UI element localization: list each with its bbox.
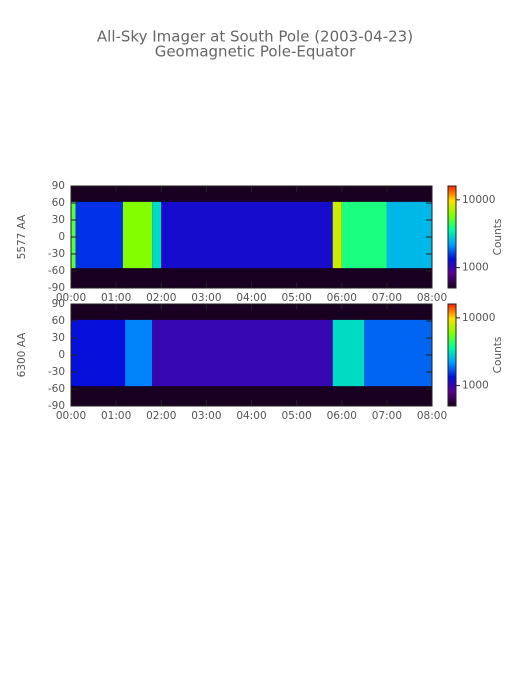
x-tick-label: 07:00: [372, 410, 402, 422]
x-tick-label: 00:00: [56, 292, 86, 304]
x-tick-label: 02:00: [146, 292, 176, 304]
x-tick-label: 02:00: [146, 410, 176, 422]
colorbar: [447, 185, 457, 289]
colorbar-tick-label: 10000: [462, 194, 495, 206]
heat-cell: [152, 319, 333, 387]
colorbar-tick-label: 10000: [462, 312, 495, 324]
y-tick-label: 90: [52, 180, 65, 192]
heat-cell: [161, 201, 333, 269]
x-tick-label: 03:00: [191, 410, 221, 422]
y-tick-label: -60: [48, 383, 65, 395]
y-tick-label: 30: [52, 332, 65, 344]
x-tick-label: 03:00: [191, 292, 221, 304]
y-tick-label: -30: [48, 366, 65, 378]
y-axis-label: 6300 AA: [16, 332, 28, 378]
y-tick-label: 60: [52, 315, 65, 327]
colorbar: [447, 303, 457, 407]
y-tick-label: 0: [58, 349, 65, 361]
heat-cell: [341, 201, 387, 269]
x-tick-label: 07:00: [372, 292, 402, 304]
y-tick-label: -90: [48, 282, 65, 294]
x-tick-label: 08:00: [417, 410, 447, 422]
heat-cell: [71, 201, 76, 269]
heat-cell: [332, 319, 365, 387]
colorbar-label: Counts: [492, 337, 504, 374]
y-axis-label: 5577 AA: [16, 214, 28, 260]
x-tick-label: 06:00: [327, 292, 357, 304]
heat-cell: [386, 201, 432, 269]
y-tick-label: -30: [48, 248, 65, 260]
heat-cell: [71, 319, 126, 387]
x-tick-label: 04:00: [236, 292, 266, 304]
x-tick-label: 08:00: [417, 292, 447, 304]
y-tick-label: 30: [52, 214, 65, 226]
heat-cell: [332, 201, 342, 269]
colorbar-label: Counts: [492, 219, 504, 256]
x-tick-label: 00:00: [56, 410, 86, 422]
y-tick-label: -60: [48, 265, 65, 277]
heat-cell: [125, 319, 153, 387]
x-tick-label: 06:00: [327, 410, 357, 422]
chart-title: All-Sky Imager at South Pole (2003-04-23…: [97, 28, 413, 46]
y-tick-label: -90: [48, 400, 65, 412]
x-tick-label: 01:00: [101, 292, 131, 304]
chart-subtitle: Geomagnetic Pole-Equator: [155, 43, 356, 61]
heat-cell: [152, 201, 162, 269]
x-tick-label: 05:00: [281, 292, 311, 304]
colorbar-tick-label: 1000: [462, 380, 489, 392]
x-tick-label: 01:00: [101, 410, 131, 422]
heat-cell: [364, 319, 432, 387]
y-tick-label: 90: [52, 298, 65, 310]
y-tick-label: 60: [52, 197, 65, 209]
heat-cell: [75, 201, 123, 269]
x-tick-label: 05:00: [281, 410, 311, 422]
y-tick-label: 0: [58, 231, 65, 243]
x-tick-label: 04:00: [236, 410, 266, 422]
colorbar-tick-label: 1000: [462, 262, 489, 274]
heat-cell: [122, 201, 153, 269]
